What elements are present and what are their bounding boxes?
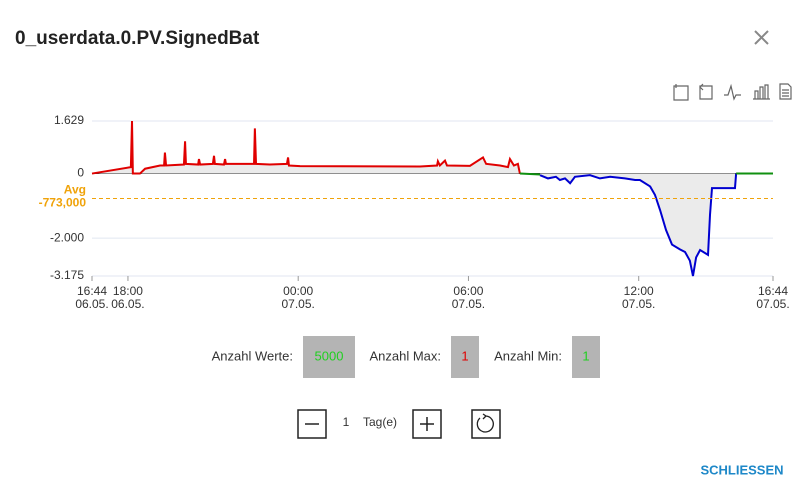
x-tick-label: 00:00 [283,284,313,298]
x-tick-date: 07.05. [622,297,655,311]
stat-value: 1 [461,348,468,363]
y-tick-label: -2.000 [50,230,84,244]
stat-box [572,336,600,378]
y-tick-label: 1.629 [54,113,84,127]
series-line [91,120,521,175]
line-icon[interactable] [724,83,741,101]
stat-box [303,336,355,378]
x-tick-date: 07.05. [452,297,485,311]
y-tick-label: 0 [77,166,84,180]
x-tick-label: 12:00 [624,284,654,298]
x-tick-date: 06.05. [75,297,108,311]
plus-icon [420,417,434,431]
x-tick-date: 07.05. [282,297,315,311]
data-icon[interactable] [779,83,792,100]
stats: Anzahl Werte: 5000 Anzahl Max: 1 Anzahl Min:… [212,336,600,378]
refresh-icon [476,413,494,433]
stat-box [451,336,479,378]
reset-zoom-icon[interactable] [699,83,713,100]
x-tick-date: 07.05. [756,297,789,311]
x-tick-date: 06.05. [111,297,144,311]
stat-label: Anzahl Max: [369,348,441,363]
toolbar [673,83,792,101]
range-value: 1 [343,415,350,429]
x-tick-label: 06:00 [453,284,483,298]
x-tick-label: 16:44 [758,284,788,298]
close-icon[interactable] [754,30,769,45]
avg-value: -773,000 [39,196,87,210]
x-tick-label: 18:00 [113,284,143,298]
avg-label: Avg [64,183,86,197]
x-tick-label: 16:44 [77,284,107,298]
y-tick-label: -3.175 [50,268,84,282]
series-line [519,172,541,176]
range-unit: Tag(e) [363,415,397,429]
stat-label: Anzahl Werte: [212,348,293,363]
stat-label: Anzahl Min: [494,348,562,363]
series-area [540,173,737,276]
zoom-icon[interactable] [673,84,689,101]
plot: 1.6290-2.000-3.17516:4406.05.18:0006.05.… [39,113,790,311]
series-line [539,173,738,277]
stat-value: 5000 [315,348,344,363]
close-button[interactable]: SCHLIESSEN [700,462,783,477]
refresh-button[interactable] [471,409,501,439]
stat-value: 1 [582,348,589,363]
bar-icon[interactable] [753,84,770,100]
dialog-title: 0_userdata.0.PV.SignedBat [15,28,260,49]
